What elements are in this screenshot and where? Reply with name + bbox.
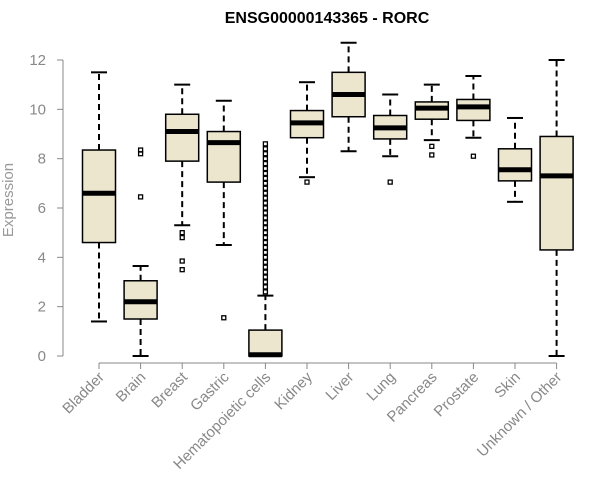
outlier-point [262,269,269,275]
outlier-point [429,143,435,149]
outlier-point [262,200,269,206]
outlier-point [262,170,269,177]
box-7 [372,93,408,185]
outlier-point [304,179,310,185]
outlier-point [387,179,393,185]
outlier-point [262,190,269,196]
outlier-point [470,153,477,159]
outlier-point [262,151,269,157]
x-tick-label: Brain [113,369,150,406]
outlier-point [262,180,269,186]
outlier-point [262,195,269,201]
outlier-point [262,254,269,260]
outlier-point [262,165,269,172]
outlier-point [262,141,269,147]
y-tick-label: 0 [38,348,46,365]
outlier-point [262,249,269,256]
outlier-point [262,234,269,241]
box-11 [539,59,574,357]
x-tick-label: Breast [148,368,191,411]
box-4 [248,141,283,358]
iqr-box [81,149,117,244]
x-tick-label: Lung [363,369,399,405]
outlier-point [262,160,269,167]
boxes [81,41,574,358]
box-10 [497,116,533,203]
outlier-point [262,264,269,270]
outlier-point [262,220,269,226]
y-axis: 0 2 4 6 8 10 12 [29,52,64,365]
x-tick-label: Kidney [271,368,316,413]
y-tick-label: 6 [38,200,46,217]
x-tick-label: Liver [322,369,357,404]
x-tick-label: Bladder [59,369,108,418]
y-tick-label: 4 [38,249,46,266]
box-3 [206,99,242,321]
outlier-point [429,152,435,158]
chart-title: ENSG00000143365 - RORC [225,10,430,27]
outlier-point [262,289,269,295]
iqr-box [206,130,242,183]
outlier-point [179,258,185,264]
box-1 [123,147,158,357]
box-2 [164,83,200,273]
x-tick-label: Prostate [431,369,483,421]
box-5 [289,81,325,185]
y-tick-label: 8 [38,151,46,168]
iqr-box [248,329,283,357]
outlier-point [262,230,269,236]
outlier-point [179,230,185,236]
iqr-box [497,148,533,182]
iqr-box [164,113,200,162]
outlier-point [137,194,144,200]
iqr-box [539,135,574,251]
y-tick-label: 12 [29,52,46,69]
outlier-point [262,205,269,211]
outlier-point [262,259,269,265]
outlier-point [262,225,269,231]
outlier-point [262,274,269,280]
outlier-point [262,244,269,251]
outlier-point [262,239,269,246]
outlier-point [137,147,144,153]
outlier-point [262,279,269,285]
box-8 [414,83,450,158]
outlier-point [262,156,269,162]
box-9 [456,75,491,159]
outlier-point [179,267,185,273]
outlier-point [262,284,269,290]
outlier-point [262,215,269,221]
iqr-box [456,98,491,122]
y-tick-label: 10 [29,101,46,118]
box-6 [331,41,366,153]
x-tick-label: Skin [491,369,524,402]
outlier-point [221,315,227,321]
y-axis-label: Expression [0,163,17,237]
outlier-point [262,146,269,152]
box-0 [81,71,117,323]
outlier-point [262,185,269,191]
outlier-point [179,234,185,241]
outlier-point [262,210,269,216]
y-tick-label: 2 [38,299,46,316]
outlier-point [262,175,269,182]
